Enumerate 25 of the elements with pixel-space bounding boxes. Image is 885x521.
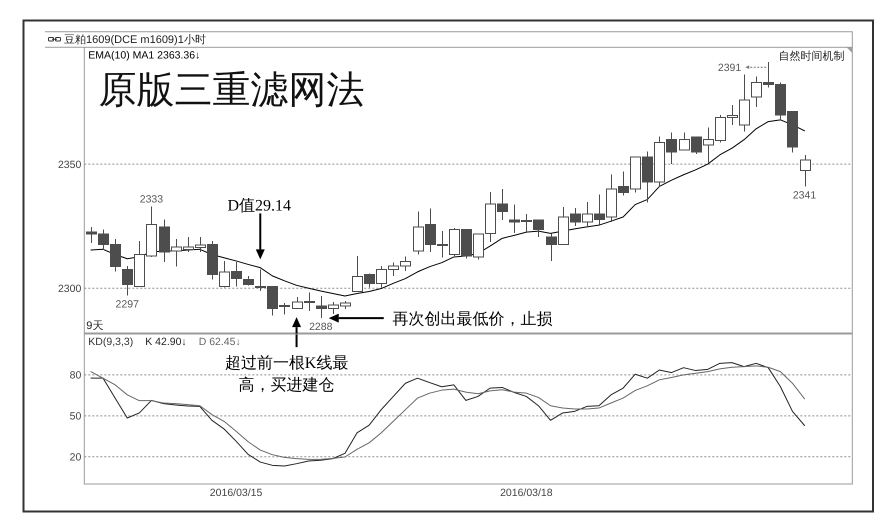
y-tick-label: 80: [70, 370, 82, 382]
text: EMA(10) MA1 2363.36↓: [88, 49, 200, 62]
y-tick-label: 50: [70, 410, 82, 423]
annotation: 超过前一根K线最高，买进建仓: [224, 354, 348, 394]
candlestick: [800, 154, 811, 187]
x-tick-label: 2016/03/18: [500, 487, 553, 499]
annotation: 2333: [140, 193, 164, 206]
annotation: D值29.14: [227, 197, 292, 214]
text: 原版三重滤网法: [98, 69, 364, 112]
annotation: 再次创出最低价，止损: [392, 310, 553, 328]
y-tick-label: 2350: [58, 158, 82, 171]
annotation: 2391: [718, 62, 742, 74]
text: D 62.45↓: [198, 336, 241, 348]
annotation: 9天: [86, 320, 104, 332]
candlestick: [243, 275, 254, 286]
annotation: 2297: [116, 298, 140, 311]
annotation: 2288: [309, 321, 333, 334]
y-tick-label: 2300: [58, 283, 82, 296]
y-tick-label: 20: [70, 452, 82, 464]
annotation: 2341: [792, 189, 816, 202]
legend-title: KD(9,3,3): [88, 336, 134, 348]
chart-subtitle: 豆粕1609(DCE m1609)1小时: [64, 32, 206, 46]
text: K 42.90↓: [145, 336, 187, 348]
x-tick-label: 2016/03/15: [210, 487, 263, 499]
annotation: 自然时间机制: [778, 49, 844, 62]
